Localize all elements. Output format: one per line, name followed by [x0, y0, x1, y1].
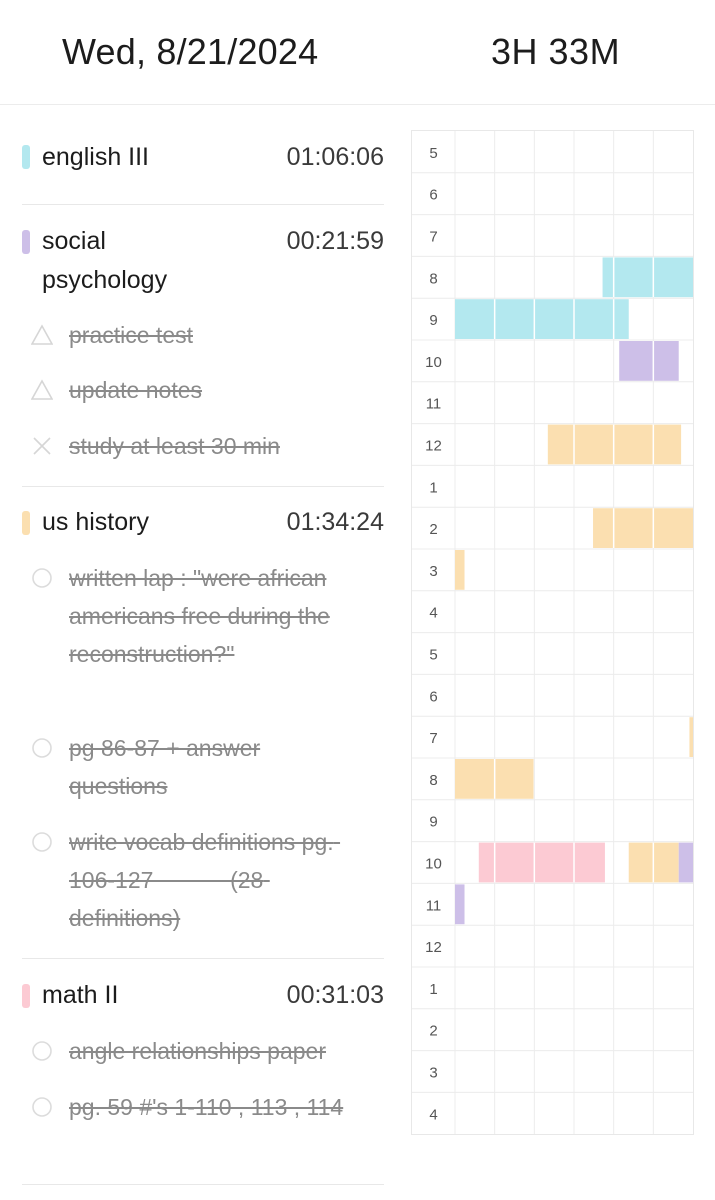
task-text: angle relationships paper: [69, 1038, 327, 1064]
subject-name: english III: [42, 143, 150, 171]
hour-label: 1: [429, 981, 437, 998]
task-item[interactable]: angle relationships paper: [0, 1032, 400, 1072]
timeline-grid[interactable]: 5 6 7 8 9 10 11 12 1 2 3 4 5 6 7 8 9 10 11 12 1 2 3 4: [411, 130, 694, 1135]
task-item[interactable]: pg 86-87 + answer questions: [0, 729, 400, 807]
hour-label: 5: [429, 647, 437, 664]
triangle-icon[interactable]: [31, 379, 53, 401]
hour-label: 4: [429, 605, 437, 622]
task-item[interactable]: practice test: [0, 316, 400, 356]
task-item[interactable]: update notes: [0, 371, 400, 411]
hour-label: 3: [429, 563, 437, 580]
hour-label: 7: [429, 229, 437, 246]
x-icon[interactable]: [31, 435, 53, 457]
subject-color-bar: [22, 984, 30, 1008]
task-item[interactable]: write vocab definitions pg. 106-127 (28 …: [0, 823, 400, 939]
divider: [22, 1184, 384, 1185]
subject-color-bar: [22, 145, 30, 169]
hour-label: 8: [429, 270, 437, 287]
session-block-history[interactable]: [593, 508, 693, 548]
subject-time: 01:06:06: [286, 143, 384, 171]
hour-label: 7: [429, 730, 437, 747]
task-text: pg 86-87 + answer questions: [69, 735, 261, 799]
hour-label: 12: [425, 939, 442, 956]
task-text: update notes: [69, 377, 203, 403]
hour-label: 2: [429, 1023, 437, 1040]
circle-icon[interactable]: [31, 567, 53, 589]
session-block-history[interactable]: [547, 424, 682, 465]
circle-icon[interactable]: [31, 1040, 53, 1062]
subject-name: math II: [42, 981, 119, 1009]
hour-label: 3: [429, 1065, 437, 1082]
hour-label: 10: [425, 856, 442, 873]
session-block-social[interactable]: [619, 341, 679, 381]
hour-label: 6: [429, 187, 437, 204]
subject-name: social psychology: [42, 227, 168, 294]
hour-label: 5: [429, 145, 437, 162]
circle-icon[interactable]: [31, 831, 53, 853]
task-text: study at least 30 min: [69, 433, 280, 459]
session-block-history[interactable]: [455, 550, 465, 590]
session-block-english[interactable]: [455, 299, 629, 339]
date-title[interactable]: Wed, 8/21/2024: [62, 31, 319, 72]
subject-time: 00:21:59: [286, 227, 384, 255]
task-item[interactable]: written lap : "were african americans fr…: [0, 559, 400, 713]
subject-name: us history: [42, 508, 149, 536]
session-block-english[interactable]: [602, 257, 693, 298]
subject-time: 01:34:24: [286, 508, 384, 536]
divider: [22, 486, 384, 487]
task-text: pg. 59 #'s 1-110 , 113 , 114: [69, 1094, 344, 1120]
hour-label: 12: [425, 438, 442, 455]
session-block-social[interactable]: [455, 884, 465, 925]
session-block-social[interactable]: [678, 842, 693, 883]
total-duration: 3H 33M: [491, 31, 621, 72]
task-text: write vocab definitions pg. 106-127 (28 …: [69, 829, 341, 931]
subject-color-bar: [22, 230, 30, 254]
hour-label: 11: [426, 897, 442, 914]
subject-english-iii[interactable]: english III 01:06:06: [0, 138, 400, 178]
task-item[interactable]: pg. 59 #'s 1-110 , 113 , 114: [0, 1088, 400, 1166]
subject-time: 00:31:03: [286, 981, 384, 1009]
task-text: practice test: [69, 322, 193, 348]
task-text: written lap : "were african americans fr…: [69, 565, 330, 667]
subject-math-ii[interactable]: math II 00:31:03: [0, 976, 400, 1016]
hour-label: 6: [429, 688, 437, 705]
task-item[interactable]: study at least 30 min: [0, 427, 400, 467]
header: Wed, 8/21/2024 3H 33M: [0, 0, 715, 105]
divider: [22, 204, 384, 205]
hour-label: 9: [429, 814, 437, 831]
session-block-math[interactable]: [478, 842, 605, 883]
circle-icon[interactable]: [31, 737, 53, 759]
hour-label: 10: [425, 354, 442, 371]
circle-icon[interactable]: [31, 1096, 53, 1118]
hour-label: 8: [429, 772, 437, 789]
triangle-icon[interactable]: [31, 324, 53, 346]
divider: [22, 958, 384, 959]
hour-label: 9: [429, 312, 437, 329]
subject-social-psychology[interactable]: social psychology 00:21:59: [0, 222, 400, 302]
subject-color-bar: [22, 511, 30, 535]
subject-us-history[interactable]: us history 01:34:24: [0, 503, 400, 543]
hour-label: 1: [429, 479, 437, 496]
hour-label: 2: [429, 521, 437, 538]
hour-label: 11: [426, 396, 442, 413]
hour-label: 4: [429, 1106, 437, 1123]
session-block-history[interactable]: [689, 717, 693, 757]
